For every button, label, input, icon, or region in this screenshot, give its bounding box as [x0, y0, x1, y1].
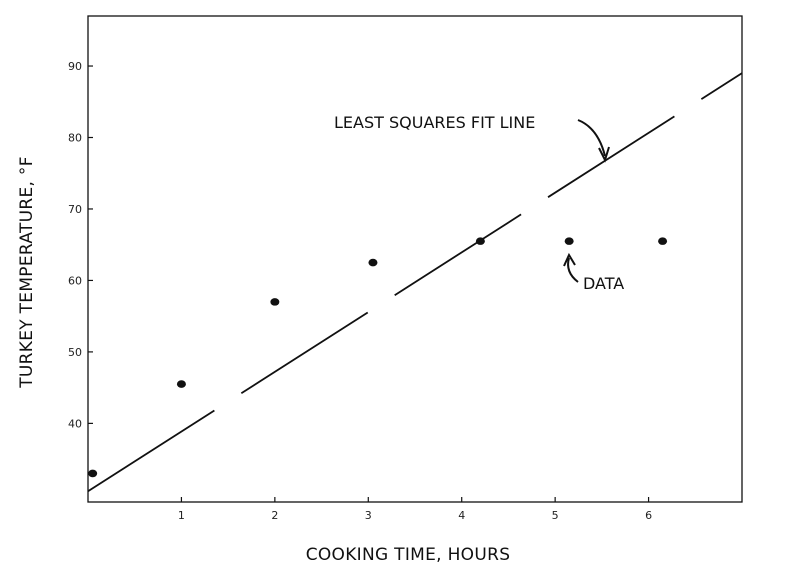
y-tick-label-90: 90: [68, 60, 82, 73]
x-tick-label-5: 5: [552, 509, 559, 522]
data-point-7: [658, 237, 668, 245]
data-points: [88, 237, 668, 478]
x-tick-label-3: 3: [365, 509, 372, 522]
x-axis-ticks: 1 2 3 4 5 6: [178, 497, 652, 522]
data-point-4: [368, 258, 378, 267]
y-tick-label-60: 60: [68, 274, 82, 287]
y-axis-ticks: 40 50 60 70 80 90: [68, 60, 93, 430]
x-tick-label-6: 6: [645, 509, 652, 522]
least-squares-fit-line: [87, 72, 743, 493]
y-axis-title: TURKEY TEMPERATURE, °F: [17, 156, 37, 389]
x-tick-label-4: 4: [458, 509, 465, 522]
data-point-1: [88, 469, 98, 478]
x-tick-label-1: 1: [178, 509, 185, 522]
data-point-3: [270, 298, 280, 306]
fit-line-segment: [87, 72, 743, 493]
y-tick-label-80: 80: [68, 132, 82, 145]
y-tick-label-40: 40: [68, 417, 82, 430]
fit-line-annotation-arrow: [577, 119, 606, 157]
fit-line-arrowhead: [598, 146, 610, 163]
plot-frame: [87, 15, 743, 503]
x-axis-title: COOKING TIME, HOURS: [306, 545, 511, 565]
y-tick-label-70: 70: [68, 203, 82, 216]
data-point-2: [176, 380, 186, 388]
data-point-5: [475, 237, 485, 245]
data-annotation-arrow: [567, 257, 579, 283]
fit-line-annotation: LEAST SQUARES FIT LINE: [334, 113, 535, 132]
data-arrowhead: [563, 252, 576, 267]
x-tick-label-2: 2: [271, 509, 278, 522]
data-point-6: [564, 237, 574, 245]
y-tick-label-50: 50: [68, 346, 82, 359]
data-annotation: DATA: [583, 274, 624, 293]
